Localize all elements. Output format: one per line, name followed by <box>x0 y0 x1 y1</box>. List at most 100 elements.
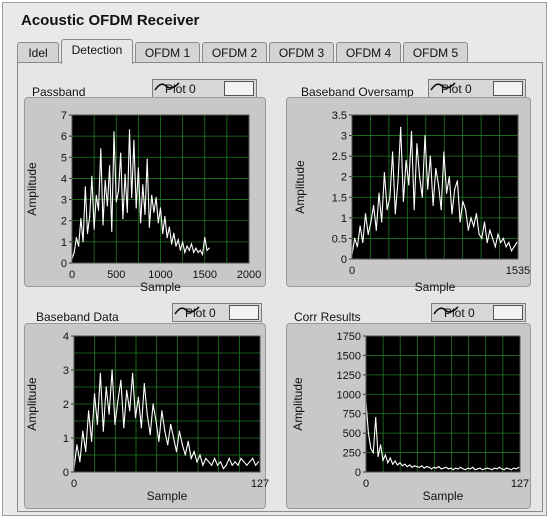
data-point <box>187 440 189 442</box>
data-point <box>225 464 227 466</box>
data-point <box>399 462 401 464</box>
data-point <box>177 239 179 241</box>
plot-legend[interactable]: Plot 0 <box>152 79 257 98</box>
plot-legend[interactable]: Plot 0 <box>172 303 262 322</box>
data-point <box>123 427 125 429</box>
data-point <box>152 403 154 405</box>
y-axis-label: Amplitude <box>25 377 39 431</box>
data-point <box>86 232 89 234</box>
data-point <box>513 246 515 248</box>
data-point <box>513 467 515 469</box>
y-tick-label: 1 <box>61 237 67 249</box>
data-point <box>506 467 508 469</box>
data-point <box>76 444 78 446</box>
data-point <box>102 224 104 226</box>
data-point <box>516 241 518 244</box>
plot-legend[interactable]: Plot 0 <box>428 79 526 98</box>
y-tick-label: 3 <box>341 131 347 143</box>
data-point <box>80 218 82 220</box>
tab-ofdm-2[interactable]: OFDM 2 <box>202 42 267 63</box>
y-tick-label: 1500 <box>337 350 361 362</box>
data-point <box>492 237 494 239</box>
data-point <box>373 204 375 207</box>
chart-title: Baseband Data <box>36 310 119 324</box>
data-point <box>429 155 431 157</box>
data-point <box>400 126 402 128</box>
data-point <box>149 434 151 436</box>
data-point <box>410 130 413 133</box>
data-point <box>216 464 219 466</box>
data-point <box>475 213 477 215</box>
data-point <box>179 249 181 251</box>
data-point <box>473 225 475 227</box>
data-point <box>472 466 474 468</box>
data-point <box>418 466 420 468</box>
data-point <box>483 221 486 223</box>
data-point <box>78 245 80 247</box>
data-point <box>382 459 384 461</box>
x-tick-label: 0 <box>69 269 75 281</box>
data-point <box>204 237 206 239</box>
data-point <box>428 466 430 468</box>
chart-baseband-oversamp: 0 0.5 1 1.5 2 2.5 3 3.5 0 1535 Sample Amplitude <box>293 110 530 294</box>
data-point <box>367 233 369 235</box>
data-point <box>508 468 510 470</box>
data-point <box>397 180 399 182</box>
plot-legend[interactable]: Plot 0 <box>431 303 526 322</box>
y-tick-label: 0.5 <box>332 233 347 245</box>
tab-ofdm-3[interactable]: OFDM 3 <box>269 42 334 63</box>
data-point <box>510 469 513 471</box>
data-point <box>199 249 201 251</box>
data-point <box>137 167 139 169</box>
data-point <box>240 457 242 459</box>
y-tick-label: 250 <box>343 448 361 460</box>
tab-ofdm-4[interactable]: OFDM 4 <box>336 42 401 63</box>
data-point <box>394 213 396 215</box>
data-point <box>159 207 162 209</box>
data-point <box>469 468 471 470</box>
series-line <box>73 369 259 470</box>
y-tick-label: 1 <box>341 213 347 225</box>
data-point <box>362 241 364 244</box>
data-point <box>82 430 84 432</box>
chart-panel-corr-results: Corr Results Plot 0 0 250 500 750 1000 1250 15… <box>286 303 536 509</box>
data-point <box>465 209 467 211</box>
data-point <box>443 467 445 469</box>
data-point <box>228 457 230 459</box>
data-point <box>161 410 163 412</box>
data-point <box>157 222 159 224</box>
y-tick-label: 2.5 <box>332 151 347 163</box>
data-point <box>491 469 493 471</box>
chart-panel-baseband-oversamp: Baseband Oversamp Plot 0 0 0.5 1 1.5 2 2.5 3 3.… <box>286 79 536 294</box>
data-point <box>462 468 464 470</box>
data-point <box>404 463 406 465</box>
data-point <box>195 247 197 249</box>
data-point <box>155 196 157 199</box>
y-tick-label: 2 <box>341 172 347 184</box>
data-point <box>120 379 122 381</box>
data-point <box>484 468 486 470</box>
x-tick-label: 2000 <box>237 269 261 281</box>
data-point <box>135 207 137 209</box>
tab-ofdm-5[interactable]: OFDM 5 <box>403 42 468 63</box>
data-point <box>421 196 423 198</box>
data-point <box>413 465 416 467</box>
data-point <box>243 461 245 463</box>
x-tick-label: 0 <box>363 478 369 490</box>
data-point <box>413 209 415 211</box>
data-point <box>477 468 479 470</box>
data-point <box>479 467 481 469</box>
data-point <box>117 190 120 192</box>
data-point <box>151 194 153 196</box>
data-point <box>384 454 386 456</box>
data-point <box>446 192 448 194</box>
tab-idel[interactable]: Idel <box>17 42 59 63</box>
tab-detection[interactable]: Detection <box>61 39 133 64</box>
data-point <box>205 457 207 459</box>
data-point <box>178 430 180 432</box>
data-point <box>133 139 135 141</box>
data-point <box>438 466 440 468</box>
y-tick-label: 750 <box>343 409 361 421</box>
tab-ofdm-1[interactable]: OFDM 1 <box>135 42 200 63</box>
